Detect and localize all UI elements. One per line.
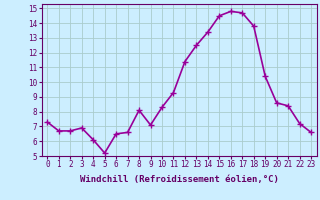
- X-axis label: Windchill (Refroidissement éolien,°C): Windchill (Refroidissement éolien,°C): [80, 175, 279, 184]
